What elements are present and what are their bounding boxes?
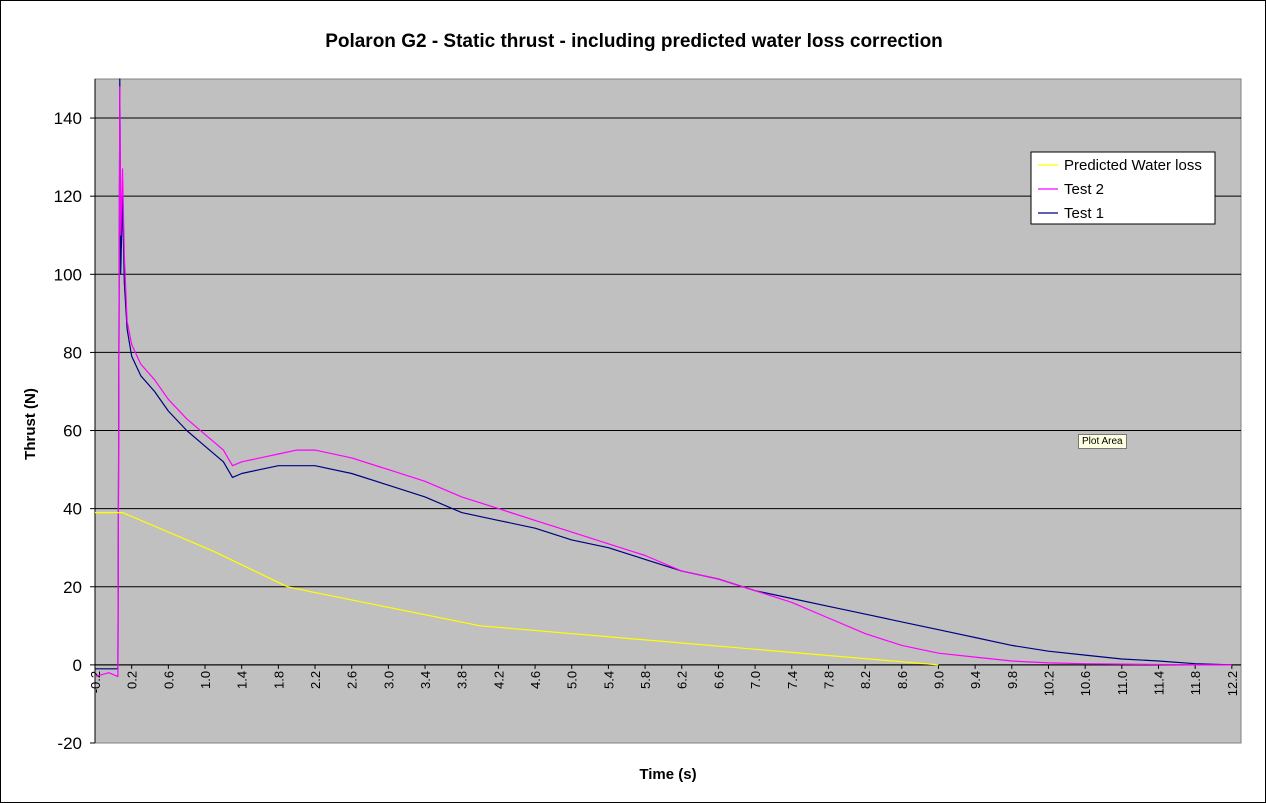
x-tick-label: 2.6	[345, 671, 360, 689]
plot-area-tooltip: Plot Area	[1078, 434, 1127, 449]
y-tick-label: 120	[54, 187, 82, 206]
legend-label: Predicted Water loss	[1064, 157, 1202, 174]
chart-title: Polaron G2 - Static thrust - including p…	[325, 31, 943, 52]
x-tick-label: 0.6	[161, 671, 176, 689]
series-line-predicted-water-loss[interactable]	[95, 511, 939, 666]
x-tick-label: 5.0	[565, 671, 580, 689]
x-tick-label: 12.2	[1225, 671, 1240, 696]
y-tick-label: 80	[63, 343, 82, 362]
x-tick-label: 1.8	[271, 671, 286, 689]
series-line-test-2[interactable]	[94, 86, 1232, 678]
y-axis-label: Thrust (N)	[22, 388, 39, 460]
x-tick-label: 6.2	[675, 671, 690, 689]
x-tick-label: -0.2	[88, 671, 103, 693]
x-tick-label: 11.8	[1188, 671, 1203, 695]
series-line-test-1[interactable]	[95, 78, 1232, 670]
x-tick-label: 7.4	[785, 671, 800, 689]
legend-label: Test 1	[1064, 205, 1104, 222]
x-tick-label: 2.2	[308, 671, 323, 689]
legend[interactable]: Predicted Water loss Test 2 Test 1	[1030, 151, 1216, 225]
gridlines	[95, 117, 1241, 666]
x-axis-label: Time (s)	[639, 766, 696, 783]
x-tick-label: 10.2	[1041, 671, 1056, 696]
x-tick-label: 11.4	[1151, 671, 1166, 695]
y-tick-label: 140	[54, 109, 82, 128]
x-tick-label: 5.4	[601, 671, 616, 689]
axes	[94, 79, 1241, 743]
y-tick-label: 60	[63, 422, 82, 441]
x-tick-label: 3.0	[381, 671, 396, 689]
x-tick-label: 0.2	[125, 671, 140, 689]
y-tick-label: 0	[73, 656, 82, 675]
y-tick-labels: -20 0 20 40 60 80 100 120 140	[54, 109, 95, 753]
x-tick-label: 10.6	[1078, 671, 1093, 696]
y-tick-label: 20	[63, 578, 82, 597]
x-tick-label: 9.0	[931, 671, 946, 689]
x-tick-label: 3.8	[455, 671, 470, 689]
x-tick-label: 9.4	[968, 671, 983, 689]
x-tick-label: 8.6	[895, 671, 910, 689]
y-tick-label: 40	[63, 500, 82, 519]
x-tick-label: 3.4	[418, 671, 433, 689]
x-tick-label: 7.8	[821, 671, 836, 689]
x-tick-label: 4.6	[528, 671, 543, 689]
y-tick-label: -20	[57, 734, 82, 753]
x-tick-label: 4.2	[491, 671, 506, 689]
x-tick-label: 6.6	[711, 671, 726, 689]
x-tick-labels: -0.2 0.2 0.6 1.0 1.4 1.8 2.2 2.6 3.0 3.4 3.8 4.2 4.6…	[88, 664, 1240, 696]
legend-box	[1030, 151, 1216, 225]
x-tick-label: 8.2	[858, 671, 873, 689]
series-lines	[94, 78, 1232, 678]
x-tick-label: 1.0	[198, 671, 213, 689]
x-tick-label: 5.8	[638, 671, 653, 689]
x-tick-label: 9.8	[1005, 671, 1020, 689]
x-tick-label: 11.0	[1115, 671, 1130, 695]
x-tick-label: 7.0	[748, 671, 763, 689]
x-tick-label: 1.4	[235, 671, 250, 689]
y-tick-label: 100	[54, 265, 82, 284]
legend-label: Test 2	[1064, 181, 1104, 198]
